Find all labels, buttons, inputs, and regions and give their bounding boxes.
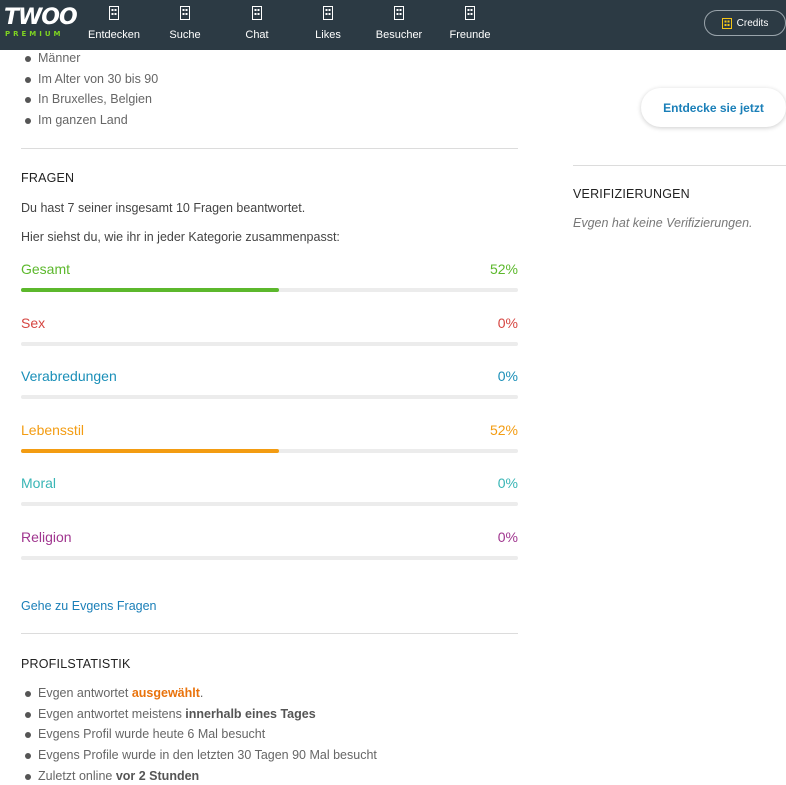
section-divider <box>573 165 786 166</box>
category-row-gesamt: Gesamt 52% <box>21 260 518 314</box>
questions-answered-text: Du hast 7 seiner insgesamt 10 Fragen bea… <box>21 201 306 215</box>
category-row-verabredungen: Verabredungen 0% <box>21 367 518 421</box>
stat-text-after: . <box>199 686 204 700</box>
verifications-title: VERIFIZIERUNGEN <box>573 187 690 201</box>
category-percent: 52% <box>489 261 518 277</box>
category-progress-track <box>21 555 518 560</box>
nav-label: Besucher <box>375 29 423 41</box>
top-navigation-bar: TWOO PREMIUM Entdecken Suche Chat Likes … <box>0 0 786 50</box>
nav-item-freunde[interactable]: Freunde <box>438 6 502 46</box>
credits-label: Credits <box>736 17 769 29</box>
nav-item-likes[interactable]: Likes <box>296 6 360 46</box>
building-icon <box>180 6 190 20</box>
category-progress-fill <box>21 288 280 292</box>
building-icon <box>465 6 475 20</box>
category-name: Verabredungen <box>21 368 117 385</box>
coin-icon <box>721 17 732 29</box>
stat-text: Evgen antwortet <box>38 686 132 700</box>
building-icon <box>109 6 119 20</box>
category-row-religion: Religion 0% <box>21 528 518 582</box>
list-item: Im ganzen Land <box>21 110 158 131</box>
category-progress-track <box>21 448 518 453</box>
category-row-moral: Moral 0% <box>21 474 518 528</box>
nav-label: Likes <box>315 29 341 41</box>
category-percent: 52% <box>489 421 518 438</box>
logo-text: TWOO <box>4 5 78 30</box>
stat-highlight: ausgewählt <box>131 686 200 700</box>
list-item: Evgens Profile wurde in den letzten 30 T… <box>21 745 518 766</box>
list-item: Evgen antwortet ausgewählt. <box>21 683 518 704</box>
category-name: Religion <box>21 528 72 545</box>
category-row-lebensstil: Lebensstil 52% <box>21 421 518 475</box>
list-item: In Bruxelles, Belgien <box>21 89 158 110</box>
category-row-sex: Sex 0% <box>21 314 518 368</box>
category-progress-track <box>21 395 518 400</box>
category-progress-track <box>21 502 518 507</box>
category-progress-fill <box>21 448 280 453</box>
list-item: Evgens Profil wurde heute 6 Mal besucht <box>21 724 518 745</box>
nav-label: Chat <box>245 29 269 41</box>
stat-text: Evgens Profile wurde in den letzten 30 T… <box>38 748 377 763</box>
nav-label: Entdecken <box>88 29 140 41</box>
list-item: Zuletzt online vor 2 Stunden <box>21 766 518 785</box>
list-item: Männer <box>21 48 158 69</box>
verifications-text: Evgen hat keine Verifizierungen. <box>573 216 753 230</box>
category-percent: 0% <box>497 314 518 331</box>
discover-button[interactable]: Entdecke sie jetzt <box>641 88 786 127</box>
category-name: Sex <box>21 314 46 331</box>
list-item: Im Alter von 30 bis 90 <box>21 69 158 90</box>
category-percent: 0% <box>497 368 518 385</box>
category-percent: 0% <box>497 528 518 545</box>
building-icon <box>394 6 404 20</box>
logo-premium-text: PREMIUM <box>5 30 64 38</box>
questions-intro-text: Hier siehst du, wie ihr in jeder Kategor… <box>21 230 340 244</box>
nav-label: Suche <box>169 29 201 41</box>
list-item: Evgen antwortet meistens innerhalb eines… <box>21 704 518 725</box>
credits-button[interactable]: Credits <box>704 10 786 36</box>
stat-highlight: innerhalb eines Tages <box>185 706 316 721</box>
questions-title: FRAGEN <box>21 171 75 185</box>
nav-item-suche[interactable]: Suche <box>153 6 217 46</box>
profile-stats-title: PROFILSTATISTIK <box>21 657 131 671</box>
stat-text: Evgens Profil wurde heute 6 Mal besucht <box>38 727 266 742</box>
nav-item-chat[interactable]: Chat <box>225 6 289 46</box>
stat-text: Evgen antwortet meistens <box>38 706 186 721</box>
category-name: Gesamt <box>21 261 71 277</box>
category-progress-track <box>21 288 518 292</box>
looking-for-list: Männer Im Alter von 30 bis 90 In Bruxell… <box>21 48 158 131</box>
twoo-premium-logo[interactable]: TWOO PREMIUM <box>4 5 78 40</box>
building-icon <box>323 6 333 20</box>
category-progress-track <box>21 341 518 346</box>
category-name: Lebensstil <box>21 421 85 438</box>
stat-highlight: vor 2 Stunden <box>115 768 200 783</box>
category-name: Moral <box>21 475 57 492</box>
profile-stats-list: Evgen antwortet ausgewählt. Evgen antwor… <box>21 683 518 785</box>
section-divider <box>21 633 518 634</box>
section-divider <box>21 148 518 149</box>
nav-label: Freunde <box>449 29 491 41</box>
nav-item-entdecken[interactable]: Entdecken <box>82 6 146 46</box>
nav-item-besucher[interactable]: Besucher <box>367 6 431 46</box>
go-to-questions-link[interactable]: Gehe zu Evgens Fragen <box>21 599 157 613</box>
category-percent: 0% <box>497 475 518 492</box>
category-match-list: Gesamt 52% Sex 0% Verabredungen 0% Leben… <box>21 260 518 582</box>
stat-text: Zuletzt online <box>38 768 116 783</box>
building-icon <box>252 6 262 20</box>
